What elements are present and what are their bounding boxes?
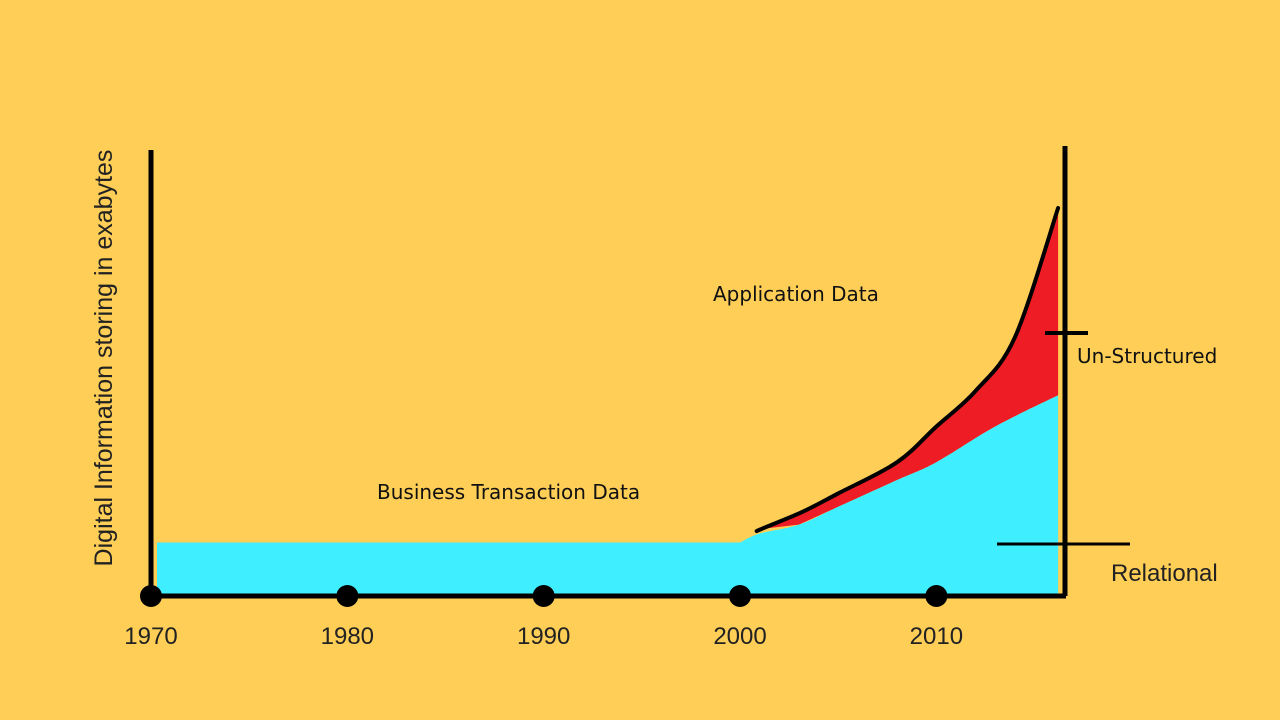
x-tick-dot-2010 <box>925 585 948 607</box>
x-tick-label-1970: 1970 <box>124 623 177 650</box>
x-tick-label-2010: 2010 <box>910 623 963 650</box>
y-axis-label: Digital Information storing in exabytes <box>90 150 118 567</box>
x-tick-dot-2000 <box>729 585 752 607</box>
series-areas <box>157 205 1061 596</box>
x-tick-dot-1980 <box>336 585 359 607</box>
axes <box>148 146 1068 599</box>
x-tick-label-1990: 1990 <box>517 623 570 650</box>
x-tick-label-2000: 2000 <box>713 623 766 650</box>
application-data-label: Application Data <box>713 282 879 306</box>
x-tick-dot-1970 <box>140 585 162 607</box>
relational-label: Relational <box>1111 560 1218 587</box>
annotation-leader-lines <box>997 331 1130 546</box>
unstructured-label: Un-Structured <box>1077 344 1217 368</box>
x-tick-dot-1990 <box>532 585 555 607</box>
total-data-outline <box>754 205 1061 534</box>
relational-area <box>157 395 1059 596</box>
x-ticks: 1970 1980 1990 2000 2010 <box>124 585 963 650</box>
business-transaction-label: Business Transaction Data <box>377 480 640 504</box>
x-tick-label-1980: 1980 <box>321 623 374 650</box>
